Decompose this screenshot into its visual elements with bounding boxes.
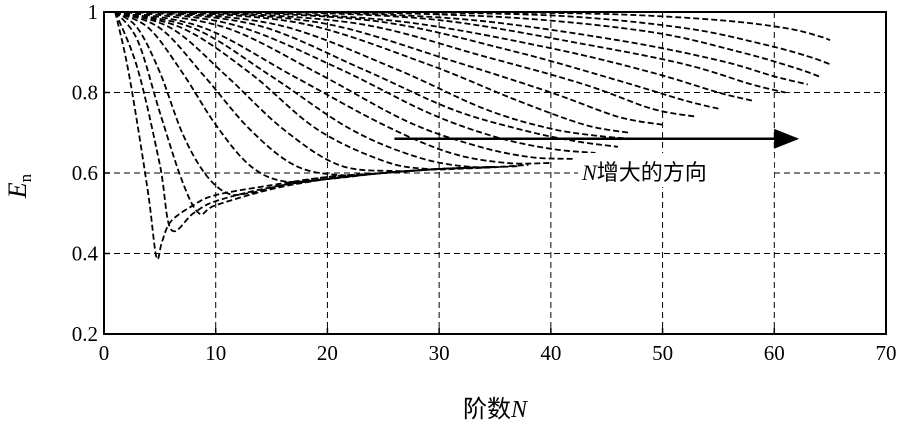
series-line	[204, 12, 663, 126]
series-line	[137, 12, 574, 160]
annotation-label: N增大的方向	[581, 160, 707, 185]
series-line	[114, 12, 496, 173]
series-line	[170, 12, 641, 140]
x-axis-label: 阶数N	[463, 396, 529, 423]
series-line	[327, 12, 809, 86]
y-tick-label: 0.2	[72, 322, 98, 346]
series-line	[114, 12, 496, 177]
x-tick-label: 10	[205, 341, 226, 365]
series-line	[293, 12, 786, 94]
series-line	[360, 12, 820, 78]
series-group	[114, 12, 831, 261]
series-line	[126, 12, 551, 165]
y-tick-label: 1	[88, 0, 99, 24]
x-tick-label: 20	[317, 341, 338, 365]
axis-ticks: 0 10 20 30 40 50 60 70 0.2 0.4 0.6 0.8 1	[72, 0, 897, 365]
y-axis-label-var: E	[3, 182, 32, 199]
y-tick-label: 0.6	[72, 161, 98, 185]
y-axis-label: En	[3, 173, 35, 199]
series-line	[114, 12, 496, 183]
series-line	[114, 12, 518, 171]
series-line	[114, 12, 496, 233]
series-line	[405, 12, 831, 66]
series-line	[450, 12, 831, 42]
x-tick-label: 30	[429, 341, 450, 365]
annotation-text: 增大的方向	[597, 160, 707, 185]
series-line	[215, 12, 697, 118]
series-line	[260, 12, 753, 102]
series-line	[182, 12, 630, 134]
y-tick-label: 0.4	[72, 242, 99, 266]
y-axis-label-subscript: n	[16, 173, 35, 182]
series-line	[148, 12, 596, 154]
series-line	[238, 12, 719, 110]
x-tick-label: 50	[652, 341, 673, 365]
annotation-background	[578, 153, 774, 187]
series-line	[114, 12, 440, 261]
series-line	[115, 12, 529, 169]
x-axis-label-text: 阶数	[463, 396, 511, 423]
x-tick-label: 40	[540, 341, 561, 365]
arrow-annotation: N增大的方向	[394, 128, 800, 187]
x-tick-label: 0	[99, 341, 110, 365]
series-line	[159, 12, 619, 148]
x-tick-label: 70	[876, 341, 897, 365]
y-tick-label: 0.8	[72, 81, 98, 105]
x-axis-label-var: N	[510, 397, 529, 423]
annotation-var: N	[581, 160, 598, 185]
x-tick-label: 60	[764, 341, 785, 365]
